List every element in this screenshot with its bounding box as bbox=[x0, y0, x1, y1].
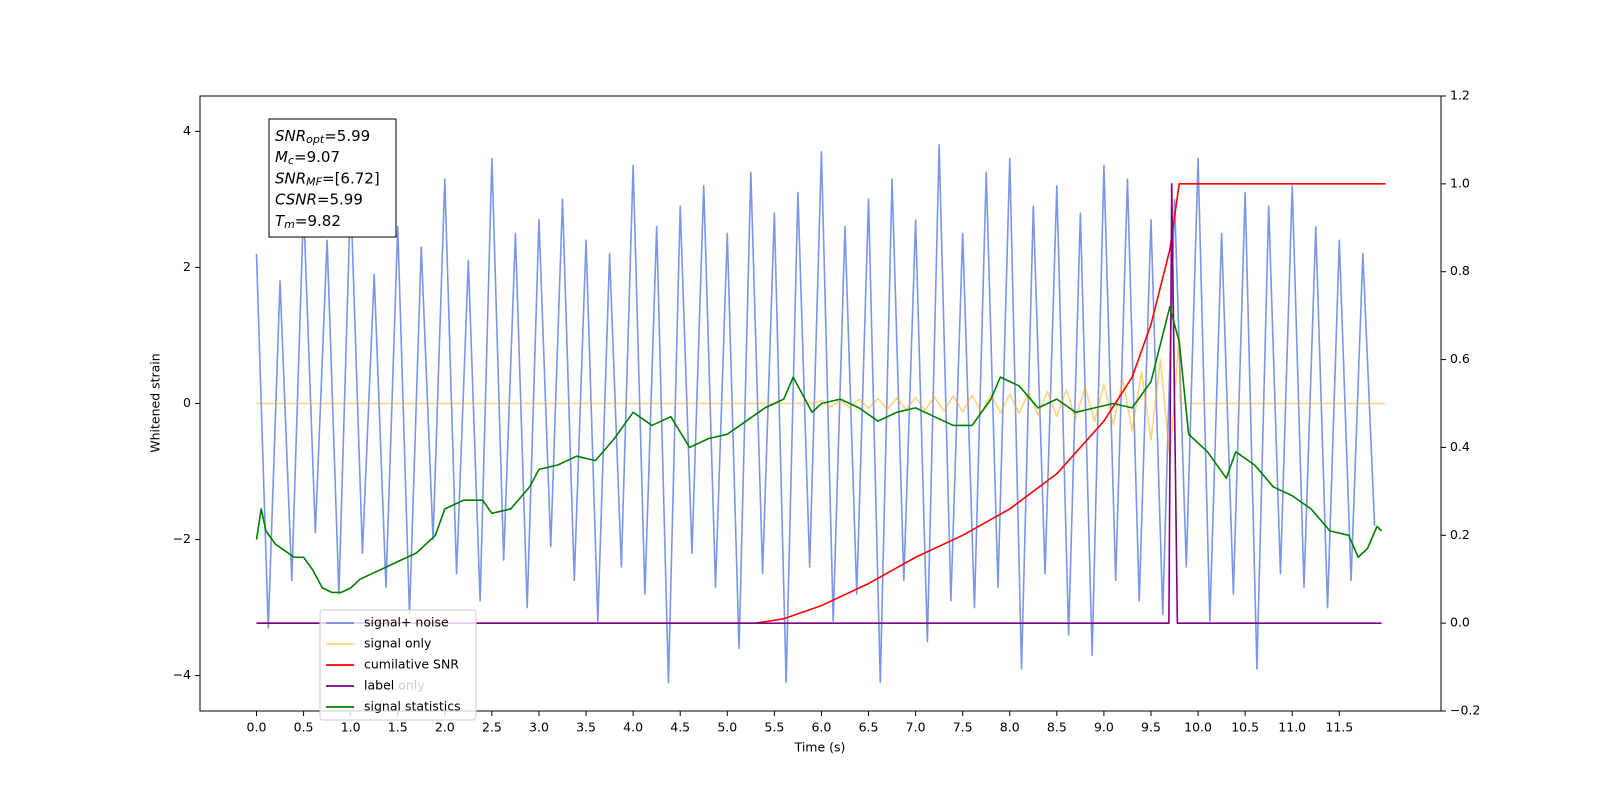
legend-label: cumilative SNR bbox=[364, 657, 459, 672]
annotation-symbol: SNR bbox=[275, 127, 306, 145]
legend-label: signal+ noise bbox=[364, 615, 449, 630]
annotation-frame bbox=[268, 118, 397, 238]
x-tick-label: 4.5 bbox=[670, 720, 690, 735]
x-tick-label: 1.5 bbox=[388, 720, 408, 735]
y2-tick-label: 1.2 bbox=[1450, 88, 1470, 103]
x-tick-label: 6.5 bbox=[859, 720, 879, 735]
y2-tick-label: 1.0 bbox=[1450, 175, 1470, 190]
legend-label: signal only bbox=[364, 636, 432, 651]
x-tick-label: 2.0 bbox=[435, 720, 455, 735]
plot-area bbox=[255, 144, 1386, 684]
series-line bbox=[255, 306, 1383, 594]
x-tick-label: 8.0 bbox=[1000, 720, 1020, 735]
annotation-symbol: T bbox=[275, 211, 286, 229]
y-tick-label: −4 bbox=[173, 667, 191, 682]
series-line bbox=[256, 183, 1386, 624]
y-tick-label: 0 bbox=[183, 395, 191, 410]
x-tick-label: 2.5 bbox=[482, 720, 502, 735]
y2-tick-label: 0.2 bbox=[1450, 527, 1470, 542]
x-tick-label: 1.0 bbox=[341, 720, 361, 735]
x-tick-label: 8.5 bbox=[1047, 720, 1067, 735]
legend-label: signal statistics bbox=[364, 699, 461, 714]
x-tick-label: 7.5 bbox=[953, 720, 973, 735]
annotation-value: =5.99 bbox=[324, 127, 370, 145]
annotation-value: =9.82 bbox=[295, 211, 341, 229]
x-tick-label: 6.0 bbox=[811, 720, 831, 735]
y-tick-label: −2 bbox=[173, 531, 191, 546]
annotation-symbol: SNR bbox=[275, 169, 306, 187]
annotation-subscript: c bbox=[288, 154, 294, 167]
annotation-symbol: M bbox=[275, 148, 288, 166]
x-tick-label: 3.5 bbox=[576, 720, 596, 735]
y2-tick-label: 0.6 bbox=[1450, 351, 1470, 366]
series-line bbox=[256, 183, 1382, 624]
annotation-value: =[6.72] bbox=[322, 169, 380, 187]
annotation-line: SNRMF=[6.72] bbox=[275, 169, 380, 189]
annotation-line: Tm=9.82 bbox=[275, 211, 341, 231]
x-tick-label: 0.5 bbox=[294, 720, 314, 735]
annotation-box: SNRopt=5.99Mc=9.07SNRMF=[6.72]CSNR=5.99T… bbox=[268, 118, 397, 238]
x-tick-label: 0.0 bbox=[247, 720, 267, 735]
y2-tick-label: 0.0 bbox=[1450, 615, 1470, 630]
x-tick-label: 9.5 bbox=[1141, 720, 1161, 735]
x-tick-label: 3.0 bbox=[529, 720, 549, 735]
annotation-value: =5.99 bbox=[317, 190, 363, 208]
x-tick-label: 10.0 bbox=[1184, 720, 1212, 735]
x-tick-label: 11.5 bbox=[1325, 720, 1353, 735]
annotation-subscript: m bbox=[284, 218, 295, 231]
series-line bbox=[255, 144, 1376, 684]
y2-tick-label: 0.4 bbox=[1450, 439, 1470, 454]
x-tick-label: 5.5 bbox=[764, 720, 784, 735]
x-tick-label: 4.0 bbox=[623, 720, 643, 735]
y-axis-label: Whitened strain bbox=[148, 353, 163, 452]
series-line bbox=[256, 334, 1386, 459]
legend-label: label bbox=[364, 678, 394, 693]
annotation-value: =9.07 bbox=[294, 148, 340, 166]
annotation-line: Mc=9.07 bbox=[275, 148, 340, 168]
x-tick-label: 5.0 bbox=[717, 720, 737, 735]
x-tick-label: 9.0 bbox=[1094, 720, 1114, 735]
y2-tick-label: −0.2 bbox=[1450, 703, 1480, 718]
y2-tick-label: 0.8 bbox=[1450, 263, 1470, 278]
annotation-subscript: opt bbox=[306, 133, 325, 146]
legend-frame bbox=[319, 609, 477, 721]
y-tick-label: 2 bbox=[183, 259, 191, 274]
annotation-symbol: CSNR bbox=[275, 190, 317, 208]
x-tick-label: 7.0 bbox=[906, 720, 926, 735]
annotation-line: SNRopt=5.99 bbox=[275, 127, 370, 147]
y-tick-label: 4 bbox=[183, 123, 191, 138]
x-axis-label: Time (s) bbox=[794, 740, 846, 755]
annotation-line: CSNR=5.99 bbox=[275, 190, 363, 208]
annotation-subscript: MF bbox=[306, 175, 322, 188]
x-tick-label: 11.0 bbox=[1278, 720, 1306, 735]
x-tick-label: 10.5 bbox=[1231, 720, 1259, 735]
